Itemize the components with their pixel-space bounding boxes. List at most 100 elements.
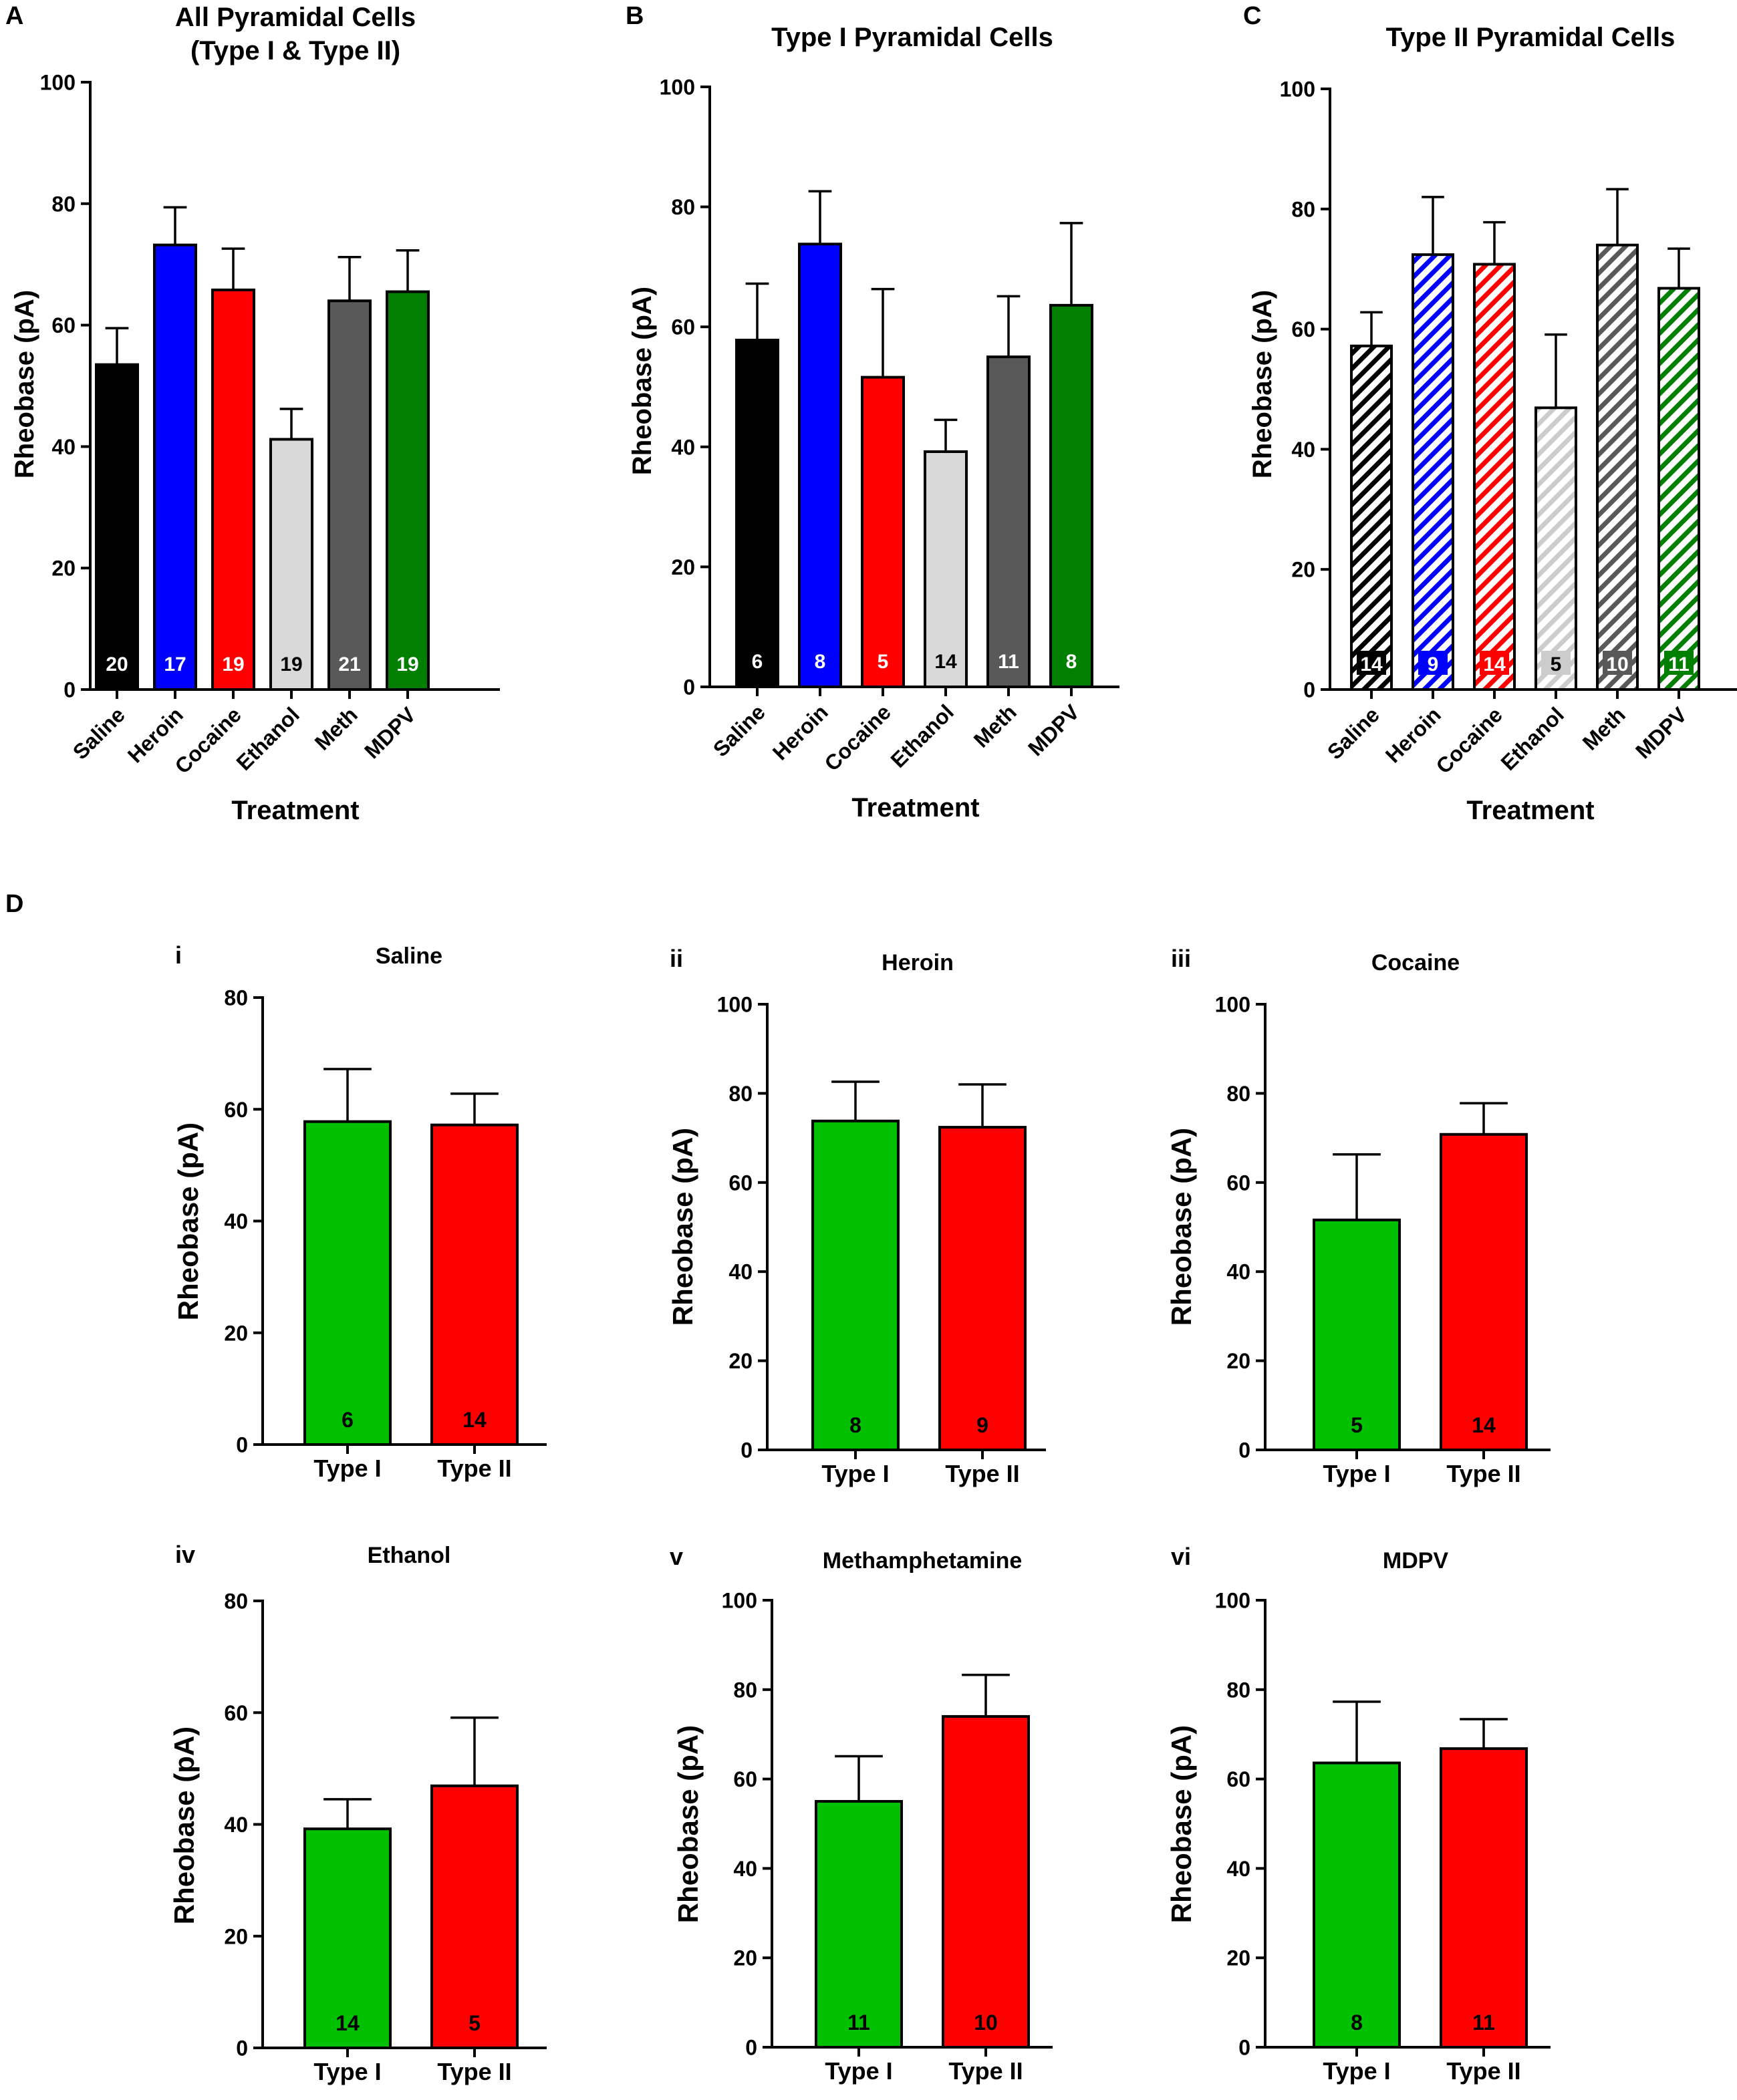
y-tick-label: 80 [1226, 1678, 1250, 1702]
y-tick-label: 100 [717, 993, 753, 1017]
x-tick-label: MDPV [360, 702, 420, 763]
subpanel-label: iii [1171, 945, 1191, 972]
y-tick-label: 0 [1303, 678, 1315, 702]
n-label: 14 [336, 2011, 360, 2035]
n-label: 9 [1428, 653, 1439, 676]
y-tick-label: 60 [224, 1098, 248, 1122]
x-tick-label: Meth [310, 702, 362, 754]
y-tick-label: 0 [236, 2037, 248, 2061]
n-label: 10 [1606, 653, 1628, 676]
y-axis-label: Rheobase (pA) [168, 1727, 200, 1924]
y-tick-label: 80 [671, 195, 695, 219]
y-tick-label: 80 [1291, 197, 1315, 221]
n-label: 14 [462, 1408, 487, 1432]
bar [811, 1119, 900, 1452]
y-tick-label: 80 [1226, 1082, 1250, 1106]
bar [861, 376, 905, 689]
y-axis-label: Rheobase (pA) [10, 290, 39, 478]
n-label-bg [1541, 651, 1571, 675]
n-label: 11 [1668, 653, 1690, 676]
bar [1440, 1133, 1528, 1452]
panel-c: C Type II Pyramidal Cells 0 20 40 60 80 100 Rheo… [1243, 2, 1737, 825]
y-tick-label: 60 [224, 1701, 248, 1725]
x-tick-label: Type I [1323, 1460, 1390, 1487]
n-label: 14 [1360, 653, 1383, 676]
y-tick-label: 20 [51, 557, 76, 581]
y-tick-label: 40 [51, 435, 76, 459]
y-tick-label: 40 [733, 1857, 757, 1881]
n-label: 8 [815, 651, 826, 673]
bar [211, 288, 255, 691]
y-tick-label: 20 [728, 1349, 753, 1373]
panel-label: C [1243, 2, 1261, 30]
y-tick-label: 60 [1226, 1767, 1250, 1791]
subpanel-v: v Methamphetamine 0 20 40 60 80 100 Rheobase (pA… [670, 1543, 1053, 2085]
subpanel-ii: ii Heroin 0 20 40 60 80 100 Rheobase (pA) 8 Type I… [667, 945, 1046, 1487]
x-tick-label: Type II [1446, 2057, 1520, 2085]
x-tick-label: Saline [708, 700, 770, 761]
panel-title: Type I Pyramidal Cells [771, 23, 1053, 52]
x-tick-label: MDPV [1631, 702, 1692, 763]
n-label: 19 [396, 653, 418, 676]
y-tick-label: 80 [224, 1590, 248, 1614]
n-label: 5 [1551, 653, 1562, 676]
n-label-bg [1664, 651, 1694, 675]
bar-hatch [1476, 265, 1513, 688]
bar [815, 1800, 903, 2049]
y-tick-label: 0 [63, 678, 76, 702]
subpanel-title: Saline [376, 943, 442, 969]
x-tick-label: Saline [1323, 702, 1384, 764]
subpanel-label: v [670, 1543, 683, 1570]
y-tick-label: 0 [745, 2036, 757, 2060]
y-tick-label: 40 [671, 435, 695, 459]
y-tick-label: 100 [1280, 78, 1315, 102]
bar-hatch [1599, 246, 1636, 688]
y-tick-label: 40 [1291, 438, 1315, 462]
subpanel-label: ii [670, 945, 683, 972]
y-tick-label: 100 [722, 1589, 757, 1613]
bar [1049, 303, 1093, 688]
n-label: 19 [222, 653, 244, 676]
bar-hatch [1414, 256, 1452, 688]
n-label: 14 [1483, 653, 1506, 676]
bar [1440, 1747, 1528, 2049]
bar [386, 290, 430, 692]
y-tick-label: 100 [40, 71, 76, 95]
n-label-bg [1418, 651, 1448, 675]
bar [327, 299, 372, 691]
y-tick-label: 100 [1215, 993, 1250, 1017]
y-tick-label: 20 [1291, 558, 1315, 582]
y-tick-label: 60 [1291, 317, 1315, 341]
y-axis-label: Rheobase (pA) [172, 1122, 204, 1320]
y-tick-label: 40 [728, 1260, 753, 1284]
y-axis-label: Rheobase (pA) [1166, 1725, 1197, 1923]
y-tick-label: 80 [51, 192, 76, 216]
x-tick-label: Cocaine [819, 700, 895, 775]
x-tick-label: MDPV [1023, 700, 1084, 760]
n-label: 19 [280, 653, 302, 676]
subpanel-i: i Saline 0 20 40 60 80 Rheobase (pA) 6 Type I 14 Ty… [172, 941, 547, 1482]
y-tick-label: 100 [660, 76, 695, 100]
n-label: 5 [878, 651, 889, 673]
n-label: 21 [338, 653, 360, 676]
bar-hatch [1660, 289, 1698, 688]
y-tick-label: 0 [741, 1439, 753, 1463]
n-label: 5 [1351, 1413, 1363, 1437]
y-tick-label: 0 [1238, 1439, 1250, 1463]
section-label: D [5, 890, 23, 918]
x-tick-label: Type I [1323, 2057, 1390, 2085]
y-tick-label: 80 [733, 1678, 757, 1702]
bar [735, 338, 779, 688]
y-axis-label: Rheobase (pA) [628, 287, 657, 475]
x-tick-label: Ethanol [886, 700, 958, 772]
y-tick-label: 80 [728, 1082, 753, 1106]
y-tick-label: 80 [224, 986, 248, 1010]
bar [303, 1120, 392, 1446]
x-tick-label: Type I [825, 2057, 892, 2085]
x-axis-label: Treatment [851, 793, 979, 822]
bar-hatch [1537, 409, 1575, 688]
x-tick-label: Type II [437, 2058, 511, 2085]
n-label-bg [1603, 651, 1632, 675]
n-label: 14 [934, 651, 957, 673]
y-tick-label: 40 [1226, 1857, 1250, 1881]
